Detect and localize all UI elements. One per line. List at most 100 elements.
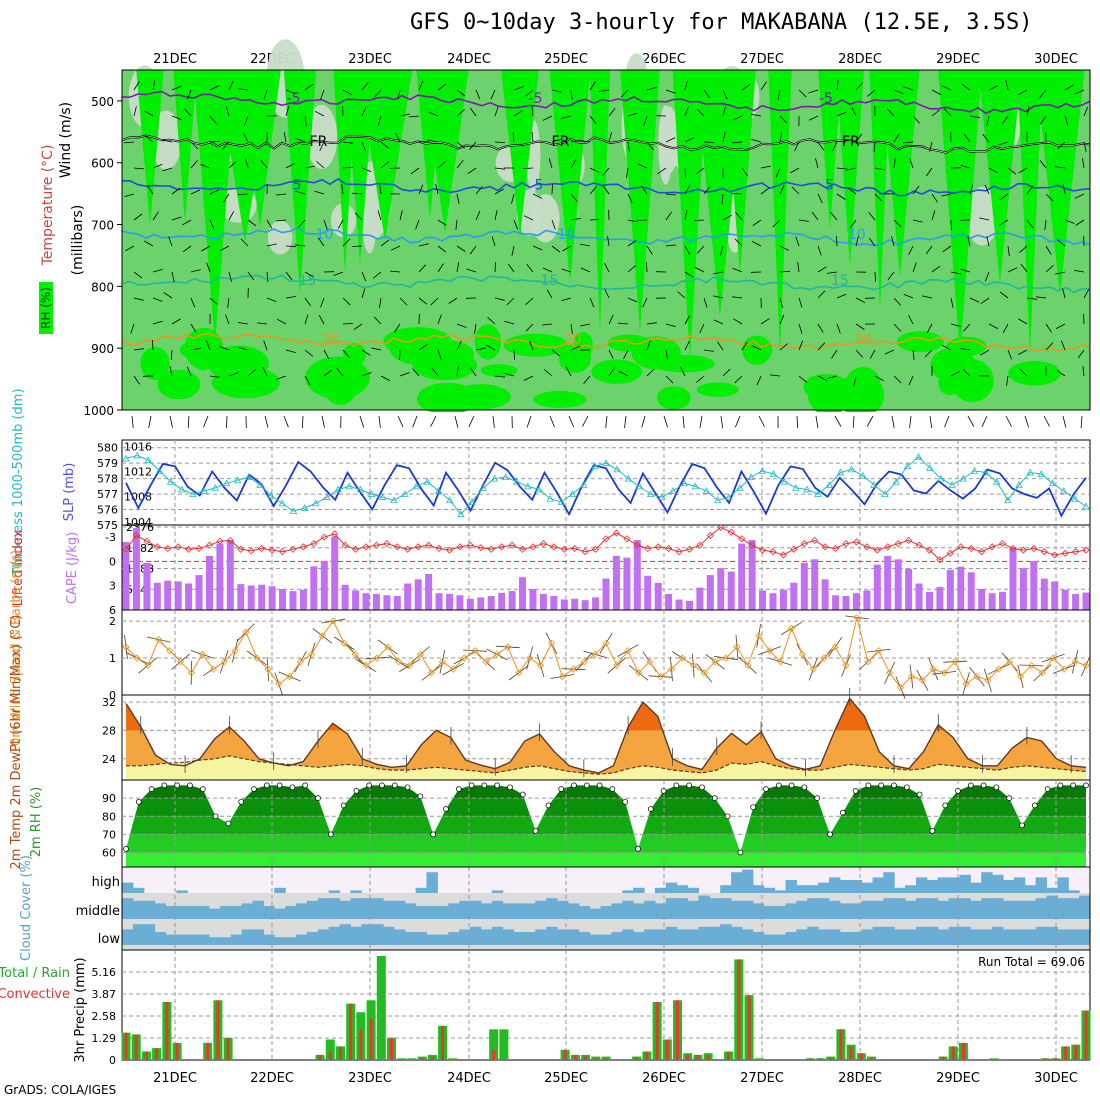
cloud-bar-middle [970, 900, 982, 919]
wind-barb [1036, 296, 1047, 299]
rh-marker [276, 782, 283, 789]
li-marker [602, 535, 610, 543]
rh-high-plume [501, 70, 539, 237]
wind-barb [225, 106, 230, 117]
cloud-bar-low [850, 932, 863, 945]
wind-marker [1006, 658, 1014, 666]
wind-barb [152, 269, 163, 273]
wind-barb [646, 340, 651, 351]
li-marker [1040, 548, 1048, 556]
thickness-marker [546, 494, 554, 502]
wind-barb [561, 268, 572, 273]
date-label-top: 21DEC [153, 52, 197, 67]
thickness-marker [1004, 496, 1012, 504]
wind-barb [855, 133, 863, 143]
wind-barb [475, 186, 483, 195]
rh-high-patch [305, 356, 370, 399]
cloud-bar-low [132, 924, 145, 945]
wind-barb [815, 415, 819, 428]
thickness-marker [870, 480, 878, 488]
thickness-marker [256, 480, 264, 488]
thickness-marker [1059, 487, 1068, 494]
li-marker [800, 540, 808, 548]
isotherm-line-highlight [121, 135, 1091, 154]
wind-barb [779, 184, 785, 195]
wind-barb [929, 141, 933, 152]
thickness-marker [233, 476, 242, 484]
wind-barb [454, 415, 459, 428]
thickness-marker [334, 485, 342, 493]
wind-barb [912, 349, 915, 360]
precip-convective-bar [124, 1032, 128, 1060]
wind-barb [525, 297, 534, 305]
wind-barb [223, 193, 230, 203]
cloud-bar-middle [644, 900, 656, 919]
wind-barb [665, 89, 676, 94]
cape-bar [675, 599, 683, 610]
wind-barb [756, 375, 762, 386]
wind-barb [627, 265, 636, 273]
cloud-bar-low [654, 929, 667, 945]
li-tick-label: -3 [105, 531, 116, 544]
wind-barb [903, 293, 914, 299]
wind-barb [206, 340, 211, 351]
wind-barb [276, 219, 287, 222]
wind-barb [353, 323, 363, 331]
wind-marker [973, 672, 981, 681]
cape-bar [446, 593, 453, 610]
wind-barb [380, 239, 390, 247]
rh-low-patch [306, 104, 338, 170]
li-marker [779, 551, 787, 559]
wind-marker [635, 669, 643, 677]
wind-barb [604, 262, 610, 273]
wind-barb [1064, 115, 1069, 126]
wind-barb [884, 349, 895, 355]
cape-bar [790, 582, 798, 610]
wind-barb [696, 375, 705, 383]
cape-bar [717, 568, 725, 610]
wind-barb [999, 193, 1009, 201]
wind-barb [1007, 245, 1010, 256]
wind-barb [1018, 318, 1028, 325]
rh-tick-label: 80 [102, 810, 116, 823]
thickness-marker [1048, 479, 1057, 487]
wind-barb [551, 245, 561, 253]
rh-band [126, 852, 1086, 867]
thickness-tick-label: 580 [97, 442, 118, 455]
rh-marker [315, 795, 321, 801]
wind-tick-label: 0 [109, 689, 116, 702]
li-marker [341, 541, 349, 549]
li-marker [550, 543, 558, 551]
wind-marker [449, 665, 457, 673]
rh-marker [558, 786, 565, 792]
wind-barb [893, 133, 900, 143]
wind-barb [186, 366, 192, 377]
cloud-bar-low [317, 929, 330, 945]
thickness-marker [434, 487, 443, 494]
wind-marker [1082, 661, 1090, 670]
cloud-bar-middle [296, 903, 308, 919]
wind-barb [694, 267, 705, 273]
wind-barb [494, 261, 496, 273]
wind-barb [1039, 115, 1047, 125]
cloud-bar-middle [720, 898, 732, 919]
wind-barb [732, 267, 743, 273]
wind-barb [228, 372, 239, 377]
li-marker [591, 545, 600, 553]
pressure-label: 1000 [83, 404, 114, 418]
thickness-marker [513, 477, 521, 485]
cape-bar [404, 583, 412, 610]
wind-marker [798, 650, 806, 658]
wind-barb [456, 159, 464, 169]
wind-barb [133, 81, 140, 91]
cape-bar [706, 575, 714, 610]
wind-barb [922, 295, 933, 299]
rh-low-patch [658, 105, 673, 185]
wind-barb [361, 271, 367, 282]
thickness-marker [133, 451, 141, 459]
li-marker [905, 536, 913, 544]
thickness-marker [769, 470, 778, 477]
cloud-bar-low [480, 929, 493, 945]
wind-marker [176, 658, 185, 666]
pressure-label: 900 [91, 342, 114, 356]
